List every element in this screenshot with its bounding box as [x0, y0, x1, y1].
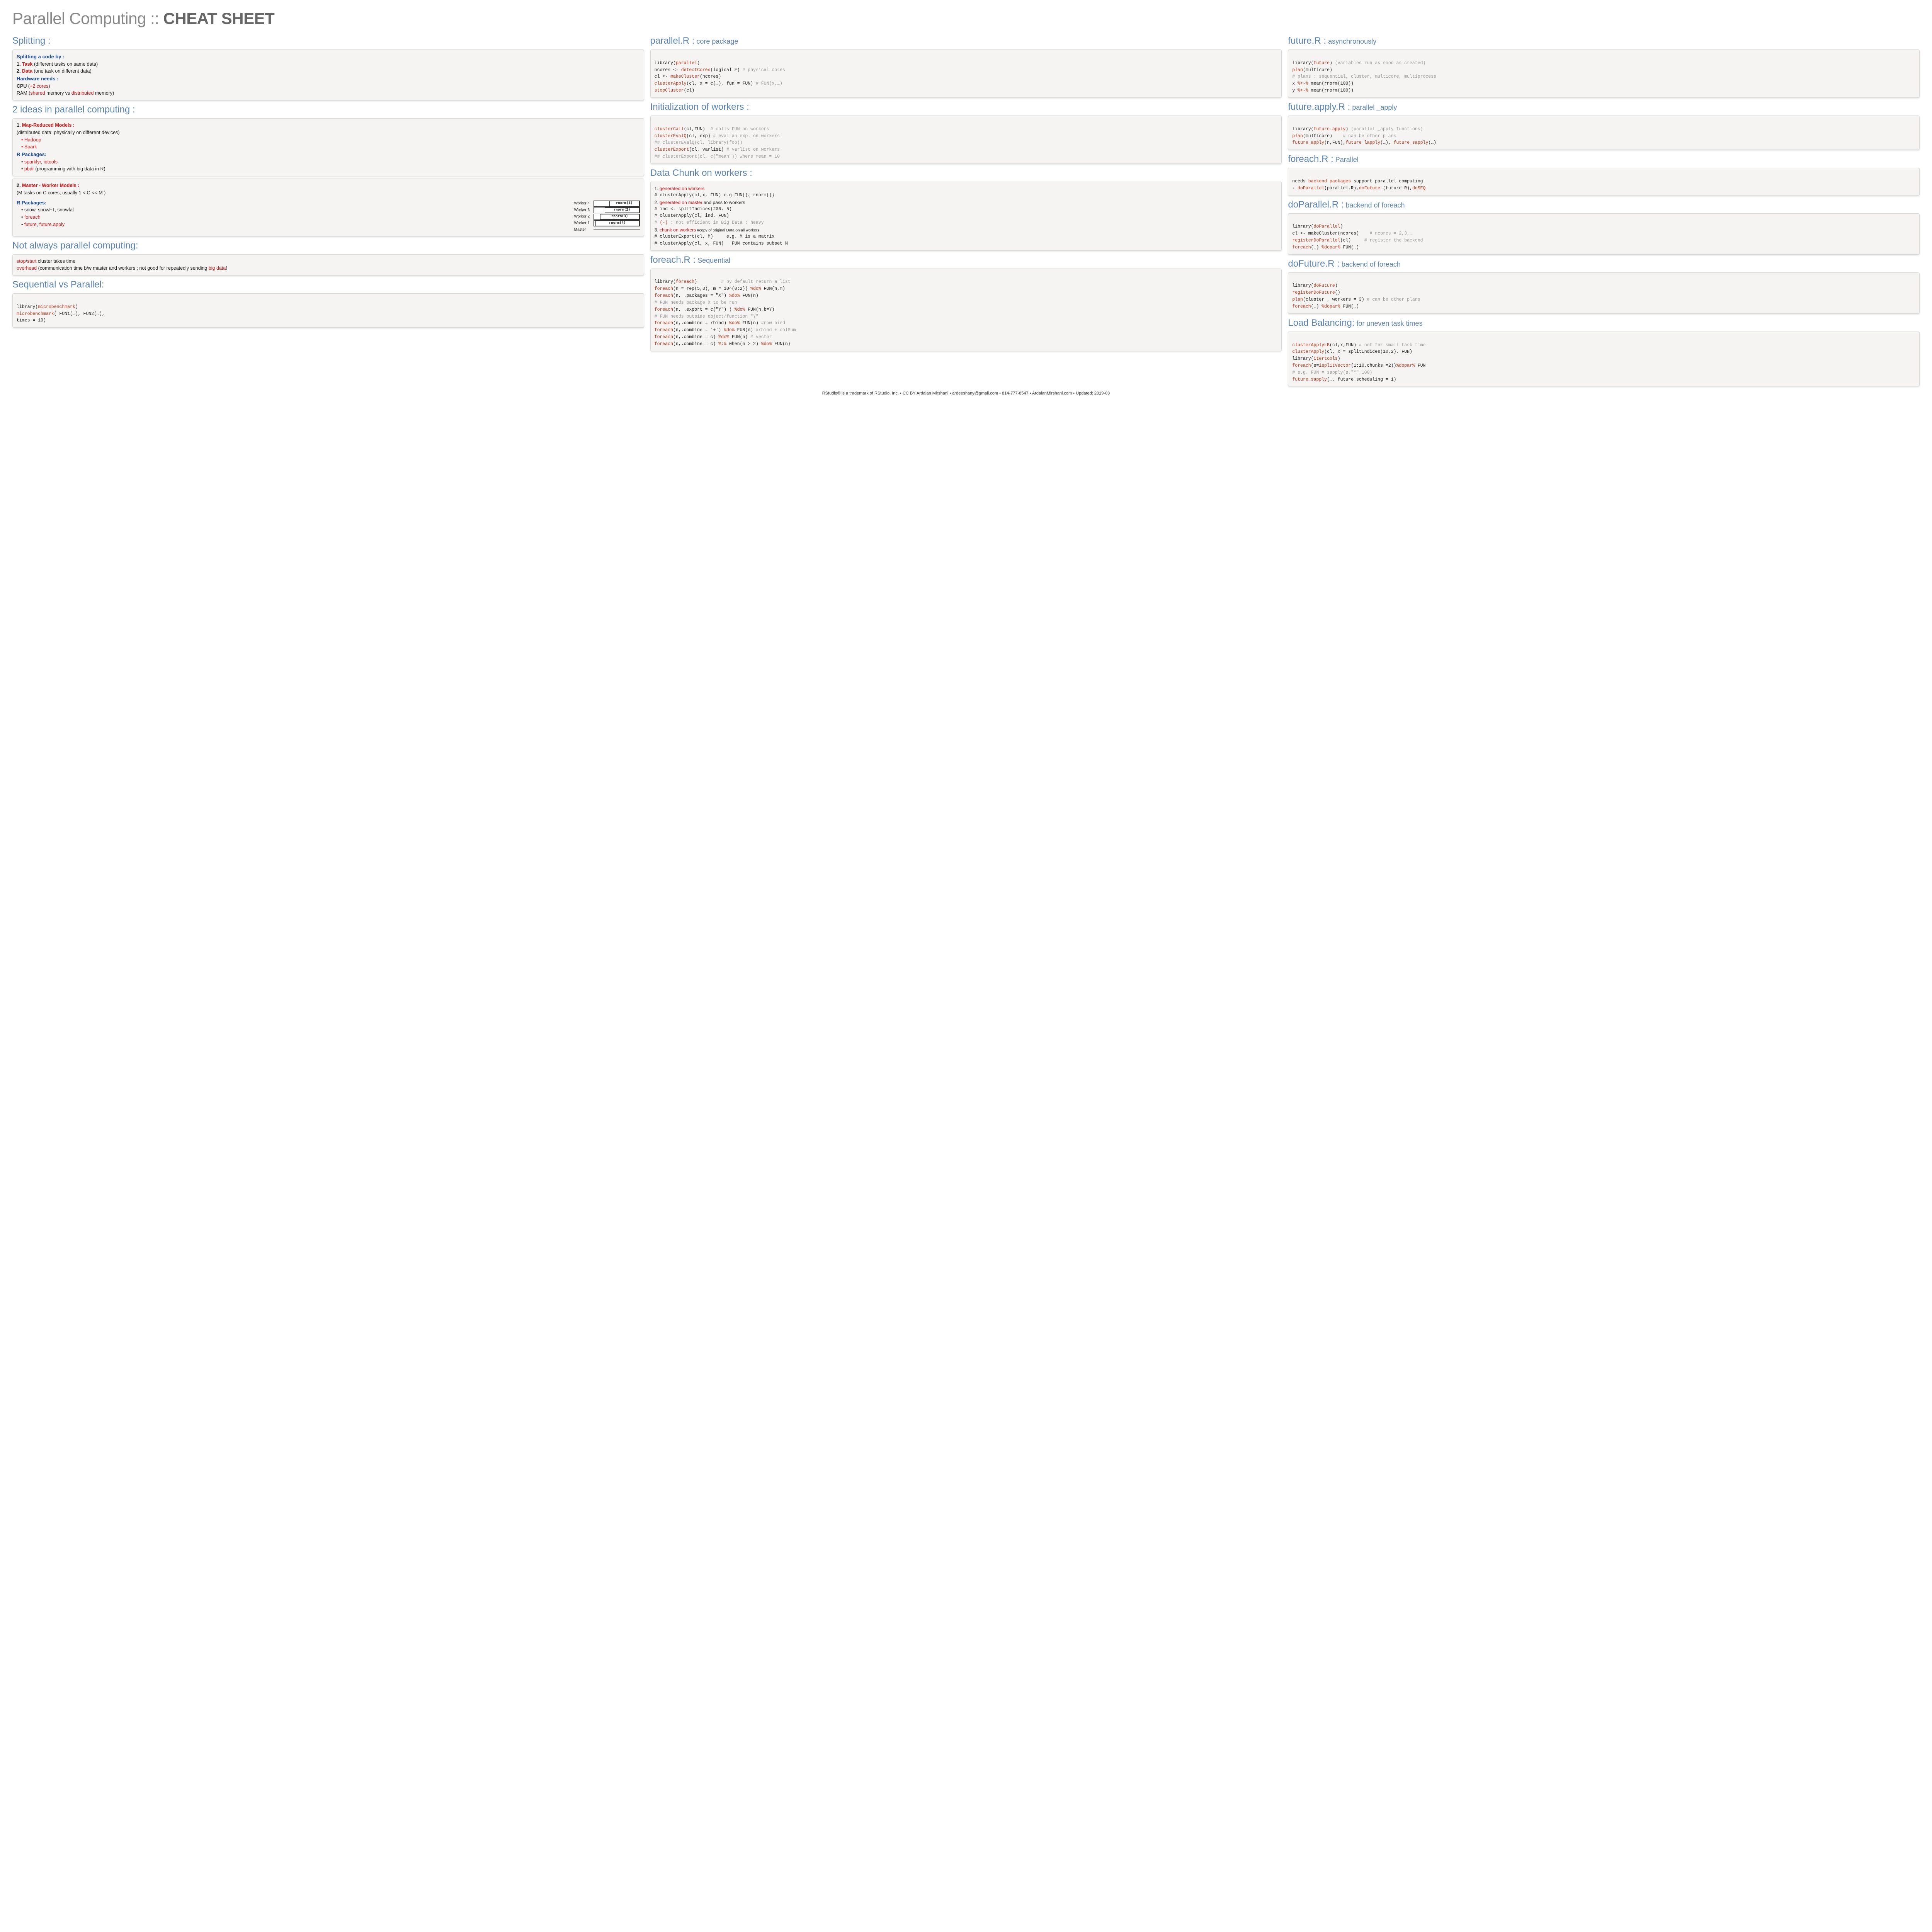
map-desc: (distributed data; physically on differe…	[17, 129, 640, 136]
ram-line: RAM (shared memory vs distributed memory…	[17, 90, 640, 97]
rpkg2-hdr: R Packages:	[17, 199, 640, 207]
foreachSeq-card: library(foreach) # by default return a l…	[650, 269, 1282, 351]
column-2: parallel.R : core package library(parall…	[650, 34, 1282, 386]
map-reduce-card: 1. Map-Reduced Models : (distributed dat…	[12, 118, 644, 176]
map-hdr: 1. Map-Reduced Models :	[17, 122, 640, 129]
splitting-by-hdr: Splitting a code by :	[17, 53, 640, 61]
column-3: future.R : asynchronously library(future…	[1288, 34, 1920, 386]
chunk-3b: # clusterApply(cl, x, FUN) FUN contains …	[655, 240, 1278, 247]
chunk-1: 1. generated on workers	[655, 185, 1278, 192]
splitting-card: Splitting a code by : 1. Task (different…	[12, 49, 644, 100]
doFuture-card: library(doFuture) registerDoFuture() pla…	[1288, 272, 1920, 314]
main-columns: Splitting : Splitting a code by : 1. Tas…	[12, 34, 1920, 386]
parallelR-card: library(parallel) ncores <- detectCores(…	[650, 49, 1282, 98]
snow-item: • snow, snowFT, snowfal	[17, 206, 640, 214]
futureApply-title: future.apply.R : parallel _apply	[1288, 102, 1920, 112]
chunk-2b: # clusterApply(cl, ind, FUN)	[655, 213, 1278, 219]
parallelR-title: parallel.R : core package	[650, 36, 1282, 46]
footer: RStudio® is a trademark of RStudio, Inc.…	[12, 391, 1920, 396]
foreachPar-card: needs backend packages support parallel …	[1288, 168, 1920, 195]
future-item: • future, future.apply	[17, 221, 640, 228]
worker-diagram: Worker 4rnorm(1) Worker 3rnorm(2) Worker…	[574, 201, 640, 233]
futureR-title: future.R : asynchronously	[1288, 36, 1920, 46]
column-1: Splitting : Splitting a code by : 1. Tas…	[12, 34, 644, 386]
master-desc: (M tasks on C cores; usually 1 < C << M …	[17, 189, 640, 197]
master-worker-card: 2. Master - Worker Models : (M tasks on …	[12, 179, 644, 236]
doParallel-title: doParallel.R : backend of foreach	[1288, 199, 1920, 210]
ideas-title: 2 ideas in parallel computing :	[12, 104, 644, 115]
chunk-3: 3. chunk on workers #copy of original Da…	[655, 226, 1278, 233]
doParallel-card: library(doParallel) cl <- makeCluster(nc…	[1288, 213, 1920, 255]
hardware-hdr: Hardware needs :	[17, 75, 640, 83]
page-title: Parallel Computing :: CHEAT SHEET	[12, 9, 1920, 28]
chunk-2: 2. generated on master and pass to worke…	[655, 199, 1278, 206]
notalways-l2: overhead (communication time b/w master …	[17, 265, 640, 272]
loadbal-title: Load Balancing: for uneven task times	[1288, 318, 1920, 328]
foreach-item: • foreach	[17, 214, 640, 221]
chunk-card: 1. generated on workers # clusterApply(c…	[650, 182, 1282, 251]
init-card: clusterCall(cl,FUN) # calls FUN on worke…	[650, 116, 1282, 164]
loadbal-card: clusterApplyLB(cl,x,FUN) # not for small…	[1288, 332, 1920, 387]
doFuture-title: doFuture.R : backend of foreach	[1288, 259, 1920, 269]
splitting-data: 2. Data (one task on different data)	[17, 68, 640, 75]
notalways-l1: stop/start cluster takes time	[17, 258, 640, 265]
futureR-card: library(future) (variables run as soon a…	[1288, 49, 1920, 98]
chunk-1c: # clusterApply(cl,x, FUN) e.g FUN(){ rno…	[655, 192, 1278, 199]
chunk-2a: # ind <- splitIndices(200, 5)	[655, 206, 1278, 213]
rpkg-hdr: R Packages:	[17, 151, 640, 158]
seqpar-card: library(microbenchmark) microbenchmark( …	[12, 293, 644, 328]
sparklyr-item: • sparklyr, iotools	[17, 158, 640, 166]
seqpar-title: Sequential vs Parallel:	[12, 279, 644, 290]
futureApply-card: library(future.apply) (parallel _apply f…	[1288, 116, 1920, 150]
chunk-3a: # clusterExport(cl, M) e.g. M is a matri…	[655, 233, 1278, 240]
splitting-title: Splitting :	[12, 36, 644, 46]
init-title: Initialization of workers :	[650, 102, 1282, 112]
cpu-line: CPU (+2 cores)	[17, 83, 640, 90]
notalways-title: Not always parallel computing:	[12, 240, 644, 251]
foreachPar-title: foreach.R : Parallel	[1288, 154, 1920, 165]
splitting-task: 1. Task (different tasks on same data)	[17, 61, 640, 68]
foreachSeq-title: foreach.R : Sequential	[650, 255, 1282, 265]
pbdr-item: • pbdr (programming with big data in R)	[17, 165, 640, 173]
chunk-title: Data Chunk on workers :	[650, 168, 1282, 179]
notalways-card: stop/start cluster takes time overhead (…	[12, 254, 644, 276]
spark-item: • Spark	[17, 143, 640, 151]
master-hdr: 2. Master - Worker Models :	[17, 182, 640, 189]
hadoop-item: • Hadoop	[17, 136, 640, 144]
chunk-2c: # (-) : not efficient in Big Data : heav…	[655, 219, 1278, 226]
